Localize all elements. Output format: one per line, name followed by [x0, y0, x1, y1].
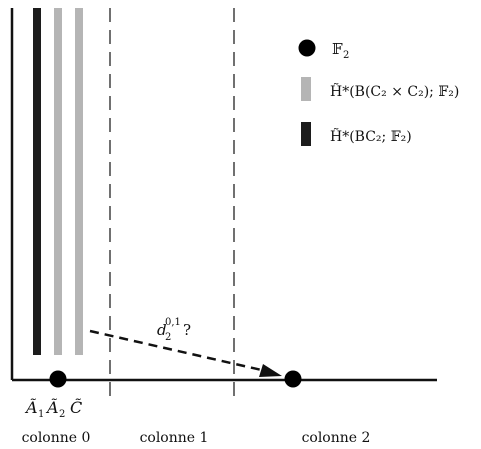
legend-gray-symbol — [301, 77, 311, 101]
arrow-label-suffix: ? — [183, 321, 191, 339]
dot-column-2 — [284, 370, 302, 388]
legend-gray-label: H̃*(B(C₂ × C₂); 𝔽₂) — [330, 82, 459, 100]
dot-column-0 — [49, 370, 67, 388]
arrow-label: d — [157, 321, 167, 339]
arrow-head — [259, 364, 282, 377]
legend-dot-symbol — [298, 39, 316, 57]
gray-bar-c — [75, 8, 83, 355]
column-label-0: colonne 0 — [22, 430, 91, 446]
column-label-2: colonne 2 — [302, 430, 371, 446]
legend-dot-label-sub: 2 — [343, 50, 349, 61]
gray-bar-a2 — [54, 8, 62, 355]
legend-black-symbol — [301, 122, 311, 146]
arrow-label-sub: 2 — [165, 332, 171, 343]
label-a1-sub: 1 — [38, 409, 44, 420]
black-bar-a1 — [33, 8, 41, 355]
label-c: C̃ — [70, 398, 82, 417]
label-a2-sub: 2 — [59, 409, 65, 420]
differential-arrow — [89, 329, 267, 373]
legend-black-label: H̃*(BC₂; 𝔽₂) — [330, 127, 412, 145]
label-a2: Ã — [45, 397, 59, 417]
column-label-1: colonne 1 — [140, 430, 209, 446]
label-a1: Ã — [24, 397, 38, 417]
legend-dot-label: 𝔽 — [332, 40, 343, 58]
arrow-label-sup: 0,1 — [165, 317, 181, 328]
